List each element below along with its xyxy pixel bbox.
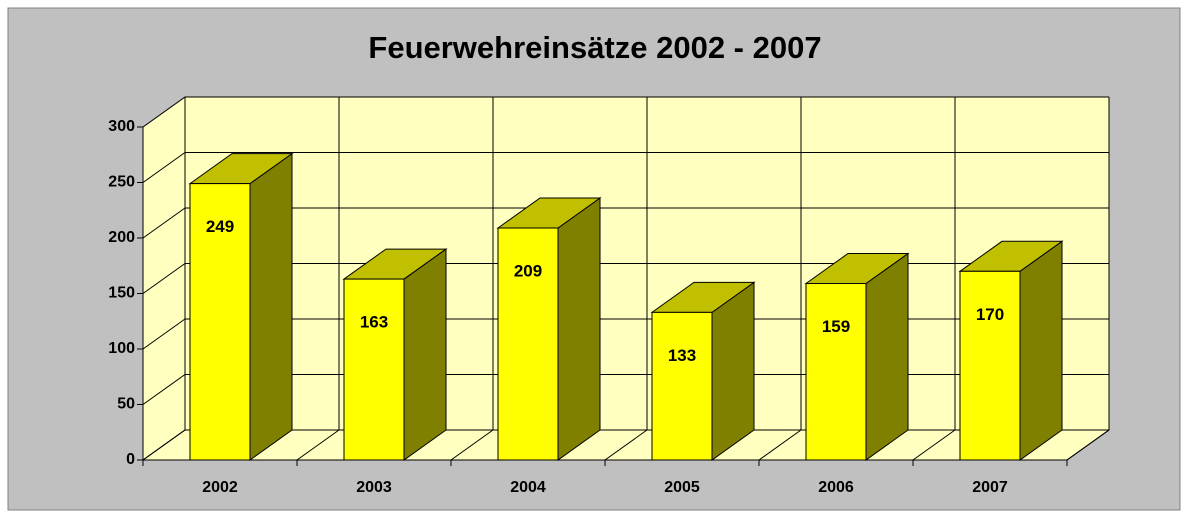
grid-line [142, 96, 186, 128]
bar [651, 311, 713, 461]
x-tick-label: 2007 [972, 479, 1008, 496]
floor-divider [758, 429, 802, 461]
floor-divider [912, 429, 956, 461]
data-label: 163 [360, 313, 388, 332]
grid-line [142, 374, 186, 405]
x-tick-label: 2004 [510, 479, 546, 496]
data-label: 159 [822, 317, 850, 336]
bar-side [865, 252, 909, 461]
bar-side [557, 197, 601, 461]
bar [189, 183, 251, 461]
floor-divider [450, 429, 494, 461]
y-tick-label: 50 [117, 396, 135, 413]
data-label: 249 [206, 217, 234, 236]
y-tick-label: 200 [108, 229, 135, 246]
bar-side [1019, 240, 1063, 461]
bar [343, 278, 405, 461]
x-axis-end [1066, 429, 1110, 461]
y-tick-label: 300 [108, 118, 135, 135]
grid-line [142, 429, 186, 461]
floor-divider [296, 429, 340, 461]
grid-line [142, 318, 186, 350]
chart-title: Feuerwehreinsätze 2002 - 2007 [368, 30, 821, 65]
bar [497, 227, 559, 461]
bar [959, 270, 1021, 461]
x-tick-label: 2005 [664, 479, 700, 496]
bar-side [711, 281, 755, 461]
x-tick-label: 2003 [356, 479, 392, 496]
y-tick-label: 150 [108, 285, 135, 302]
bar-side [249, 152, 293, 461]
data-label: 133 [668, 346, 696, 365]
y-tick-label: 0 [126, 451, 135, 468]
floor-divider [604, 429, 648, 461]
y-tick-label: 250 [108, 174, 135, 191]
data-label: 209 [514, 261, 542, 280]
grid-line [142, 152, 186, 183]
grid-line [142, 263, 186, 294]
grid-line [142, 207, 186, 239]
x-tick-label: 2002 [202, 479, 238, 496]
x-tick-label: 2006 [818, 479, 854, 496]
bar-side [403, 248, 447, 461]
y-tick-label: 100 [108, 340, 135, 357]
bar [805, 283, 867, 461]
data-label: 170 [976, 305, 1004, 324]
